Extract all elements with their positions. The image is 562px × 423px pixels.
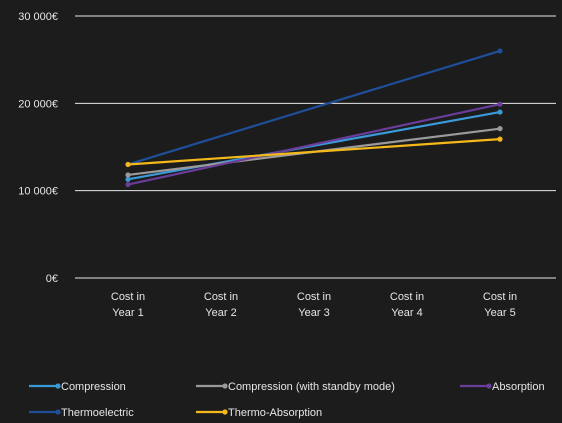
legend-swatch-dot	[55, 409, 61, 415]
legend-label: Absorption	[492, 381, 545, 393]
series-thermo-absorption	[125, 136, 503, 168]
data-point	[125, 181, 131, 188]
x-tick-label-line: Year 5	[484, 307, 515, 319]
y-tick-label: 0€	[46, 273, 58, 285]
data-point	[497, 126, 503, 132]
x-tick-label-line: Cost in	[111, 291, 145, 303]
data-point	[497, 101, 503, 107]
x-tick-label-line: Cost in	[204, 291, 238, 303]
x-tick-label: Cost in Year 4	[390, 291, 424, 319]
y-axis-ticks: 0€ 10 000€ 20 000€ 30 000€	[18, 11, 58, 285]
x-tick-label-line: Cost in	[390, 291, 424, 303]
legend-item: Compression	[29, 381, 126, 393]
legend-item: Thermoelectric	[29, 407, 134, 419]
y-tick-label: 10 000€	[18, 186, 58, 198]
x-tick-label-line: Year 3	[298, 307, 329, 319]
x-tick-label-line: Cost in	[297, 291, 331, 303]
y-tick-label: 20 000€	[18, 98, 58, 110]
legend-swatch-dot	[55, 383, 61, 389]
series-thermoelectric	[125, 48, 503, 168]
legend-label: Compression	[61, 381, 126, 393]
series-line	[127, 110, 501, 181]
legend-swatch-dot	[222, 383, 228, 389]
legend-item: Thermo-Absorption	[196, 407, 322, 419]
x-tick-label-line: Cost in	[483, 291, 517, 303]
series-lines	[125, 48, 503, 188]
x-tick-label-line: Year 4	[391, 307, 422, 319]
series-compression	[125, 109, 503, 182]
data-point	[497, 136, 503, 142]
legend-item: Absorption	[460, 381, 545, 393]
y-tick-label: 30 000€	[18, 11, 58, 23]
series-line	[127, 103, 501, 186]
legend-label: Compression (with standby mode)	[228, 381, 395, 393]
data-point	[125, 172, 131, 178]
legend-swatch-dot	[486, 383, 492, 389]
legend-label: Thermo-Absorption	[228, 407, 322, 419]
legend-label: Thermoelectric	[61, 407, 134, 419]
x-tick-label: Cost in Year 3	[297, 291, 331, 319]
x-tick-label: Cost in Year 2	[204, 291, 238, 319]
series-absorption	[125, 101, 503, 188]
legend-swatch-dot	[222, 409, 228, 415]
x-tick-label: Cost in Year 5	[483, 291, 517, 319]
series-line	[127, 49, 501, 166]
data-point	[497, 109, 503, 115]
data-point	[497, 48, 503, 54]
y-gridlines	[75, 15, 556, 279]
data-point	[125, 176, 131, 182]
legend-item: Compression (with standby mode)	[196, 381, 395, 393]
data-point	[125, 161, 131, 168]
x-tick-label-line: Year 2	[205, 307, 236, 319]
legend: Compression Compression (with standby mod…	[29, 381, 545, 419]
series-line	[127, 138, 501, 166]
x-tick-label-line: Year 1	[112, 307, 143, 319]
x-tick-label: Cost in Year 1	[111, 291, 145, 319]
